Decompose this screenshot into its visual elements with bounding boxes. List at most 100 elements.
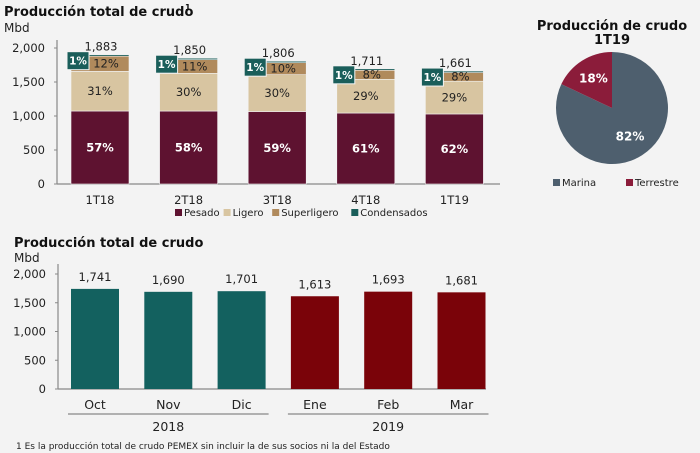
bar-total-label: 1,806	[262, 46, 295, 60]
y-tick-label: 1,500	[12, 75, 45, 89]
y-tick-label: 500	[24, 353, 46, 367]
bar-value-label: 1,690	[152, 273, 185, 287]
segment-label-ligero: 31%	[87, 84, 113, 98]
condensados-badge	[332, 65, 356, 85]
legend-swatch-superligero	[272, 209, 280, 216]
segment-label-condensados: 1%	[423, 72, 441, 84]
bar-oct	[71, 288, 119, 389]
stacked-bar-chart: 0 500 1,000 1,500 2,000 57% 31% 12% 1% 1,883 1T18 5…	[12, 40, 500, 219]
legend-swatch-terrestre	[626, 179, 633, 186]
group-year-label: 2018	[152, 419, 184, 434]
y-tick-label: 2,000	[12, 41, 45, 55]
segment-label-superligero: 8%	[363, 68, 381, 82]
condensados-badge	[243, 57, 267, 77]
legend-swatch-ligero	[223, 209, 231, 216]
condensados-badge	[66, 51, 90, 71]
x-category-label: 2T18	[174, 193, 203, 207]
bar-segment-ligero	[425, 80, 484, 115]
legend-label-condensados: Condensados	[360, 208, 427, 219]
segment-label-pesado: 62%	[441, 142, 469, 156]
segment-label-condensados: 1%	[158, 59, 176, 71]
pie-label-marina: 82%	[616, 129, 645, 143]
segment-label-ligero: 29%	[442, 91, 468, 105]
bar-value-label: 1,693	[372, 273, 405, 287]
y-tick-label: 1,500	[13, 296, 46, 310]
legend-label-pesado: Pesado	[184, 208, 220, 219]
bar-value-label: 1,681	[445, 273, 478, 287]
bar-segment-pesado	[247, 111, 307, 185]
segment-label-condensados: 1%	[69, 56, 87, 68]
segment-label-ligero: 30%	[264, 86, 290, 100]
bar-feb	[364, 291, 413, 389]
monthly-bar-chart: 0 500 1,000 1,500 2,000 1,741 Oct 1,690 Nov 1,701…	[13, 264, 489, 434]
segment-label-pesado: 57%	[86, 141, 114, 155]
x-category-label: 1T18	[86, 193, 115, 207]
bar-value-label: 1,613	[298, 277, 331, 291]
bar-value-label: 1,701	[225, 272, 258, 286]
legend-swatch-condensados	[351, 209, 359, 216]
bar-total-label: 1,883	[85, 40, 118, 54]
bar-total-label: 1,661	[439, 56, 472, 70]
legend-label-superligero: Superligero	[281, 208, 338, 219]
chart1-title-superscript: 1	[185, 3, 191, 12]
x-category-label: Ene	[303, 397, 327, 412]
segment-label-condensados: 1%	[246, 62, 264, 74]
bar-total-label: 1,850	[173, 43, 206, 57]
pie-chart: 82% 18% Marina Terrestre	[553, 52, 679, 189]
bar-segment-ligero	[159, 72, 218, 112]
segment-label-superligero: 12%	[93, 57, 119, 71]
segment-label-superligero: 10%	[270, 62, 296, 76]
segment-label-superligero: 8%	[451, 70, 469, 84]
pie-label-terrestre: 18%	[579, 72, 608, 86]
footnote: 1 Es la producción total de crudo PEMEX …	[16, 441, 390, 452]
legend-label-marina: Marina	[562, 178, 596, 189]
legend-label-ligero: Ligero	[233, 208, 264, 219]
legend-swatch-pesado	[175, 209, 182, 216]
bar-dic	[217, 291, 266, 389]
y-tick-label: 1,000	[13, 325, 46, 339]
segment-label-condensados: 1%	[335, 70, 353, 82]
x-category-label: Dic	[232, 397, 252, 412]
bar-segment-pesado	[425, 113, 484, 185]
y-tick-label: 500	[23, 143, 45, 157]
bar-value-label: 1,741	[79, 270, 112, 284]
segment-label-superligero: 11%	[182, 59, 208, 73]
y-tick-label: 1,000	[12, 109, 45, 123]
segment-label-pesado: 58%	[175, 141, 203, 155]
bar-segment-pesado	[159, 110, 218, 185]
bar-nov	[144, 291, 193, 389]
x-category-label: 3T18	[263, 193, 292, 207]
segment-label-pesado: 61%	[352, 142, 380, 156]
chart1-unit-label: Mbd	[4, 21, 30, 35]
y-tick-label: 0	[39, 382, 46, 396]
segment-label-ligero: 29%	[353, 89, 379, 103]
bar-segment-ligero	[247, 74, 307, 112]
group-year-label: 2019	[372, 419, 404, 434]
segment-label-pesado: 59%	[263, 141, 291, 155]
y-tick-label: 0	[38, 177, 45, 191]
x-category-label: Nov	[156, 397, 181, 412]
y-tick-label: 2,000	[13, 267, 46, 281]
x-category-label: Mar	[450, 397, 474, 412]
legend-label-terrestre: Terrestre	[634, 178, 679, 189]
bar-segment-pesado	[336, 112, 396, 185]
legend-swatch-marina	[553, 179, 560, 186]
pie-slice-marina	[556, 52, 668, 165]
chart3-unit-label: Mbd	[14, 251, 40, 265]
bar-segment-ligero	[70, 71, 130, 112]
x-category-label: 4T18	[351, 193, 380, 207]
x-category-label: Feb	[377, 397, 399, 412]
pie-slice-terrestre	[561, 52, 612, 108]
bar-segment-pesado	[70, 110, 130, 185]
condensados-badge	[155, 54, 179, 74]
segment-label-ligero: 30%	[176, 85, 202, 99]
x-category-label: 1T19	[440, 193, 469, 207]
pie-title: Producción de crudo	[537, 19, 687, 34]
bar-mar	[437, 292, 486, 389]
condensados-badge	[420, 67, 444, 87]
bar-ene	[290, 296, 339, 389]
pie-subtitle: 1T19	[594, 33, 630, 48]
x-category-label: Oct	[84, 397, 106, 412]
bar-total-label: 1,711	[350, 54, 383, 68]
